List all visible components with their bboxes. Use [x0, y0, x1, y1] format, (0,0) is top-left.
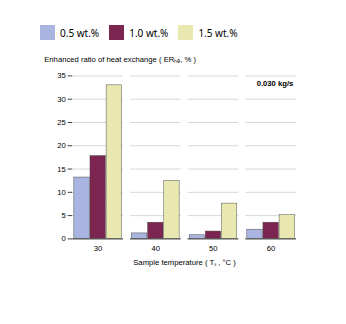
- html-text:1.5 wt.%: 1.5 wt.%: [198, 25, 238, 40]
- svg-text:30: 30: [94, 244, 103, 253]
- svg-text:30: 30: [57, 95, 66, 104]
- svg-text:Sample temperature ( Tₛ , °C ): Sample temperature ( Tₛ , °C ): [133, 258, 236, 267]
- html-text:0.5 wt.%: 0.5 wt.%: [60, 25, 100, 40]
- svg-text:25: 25: [57, 118, 66, 127]
- svg-text:50: 50: [209, 244, 218, 253]
- svg-text:35: 35: [57, 71, 66, 80]
- svg-text:0.030 kg/s: 0.030 kg/s: [257, 79, 294, 88]
- svg-text:10: 10: [57, 188, 66, 197]
- svg-text:Enhanced ratio of heat exchang: Enhanced ratio of heat exchange ( ERₕₑ, …: [44, 55, 196, 64]
- svg-text:60: 60: [267, 244, 276, 253]
- svg-text:40: 40: [151, 244, 160, 253]
- svg-text:5: 5: [61, 211, 65, 220]
- svg-text:20: 20: [57, 141, 66, 150]
- svg-text:15: 15: [57, 165, 66, 174]
- html-text:1.0 wt.%: 1.0 wt.%: [129, 25, 169, 40]
- svg-text:0: 0: [61, 234, 65, 243]
